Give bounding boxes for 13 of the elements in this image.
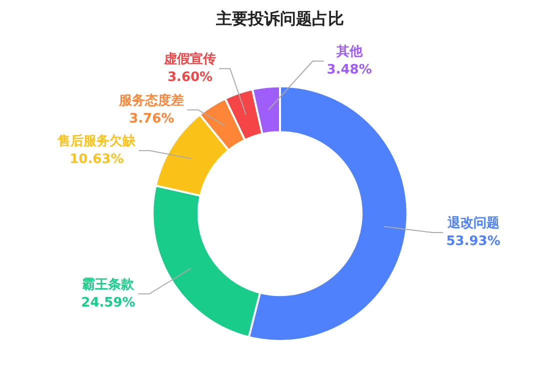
data-label: 3.60% (167, 70, 213, 85)
data-label: 24.59% (81, 295, 136, 310)
slice-label: 虚假宣传 (163, 50, 216, 67)
slice-label: 服务态度差 (118, 92, 184, 108)
data-label: 10.63% (70, 152, 124, 168)
data-label: 3.48% (326, 62, 372, 78)
slice-label: 退改问题 (446, 214, 500, 231)
chart-title: 主要投诉问题占比 (215, 8, 344, 28)
slice-label: 其他 (335, 44, 364, 60)
data-label: 53.93% (446, 234, 500, 249)
slice-label: 霸王条款 (82, 277, 136, 292)
data-label: 3.76% (129, 111, 174, 126)
slice-label: 售后服务欠缺 (56, 133, 137, 150)
